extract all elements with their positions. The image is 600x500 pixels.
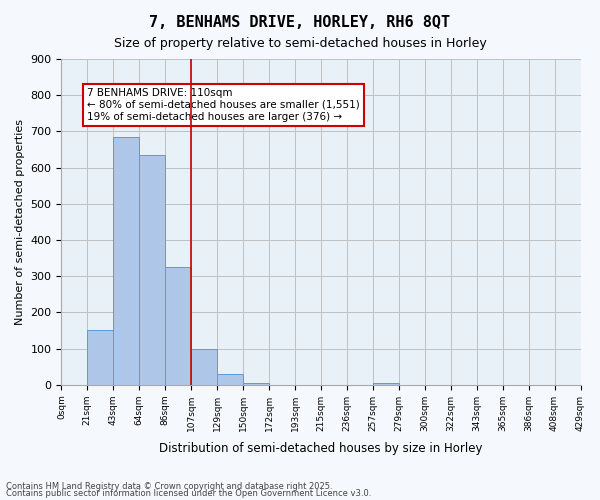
Text: Contains HM Land Registry data © Crown copyright and database right 2025.: Contains HM Land Registry data © Crown c… bbox=[6, 482, 332, 491]
Bar bbox=[243, 383, 269, 385]
Text: 7, BENHAMS DRIVE, HORLEY, RH6 8QT: 7, BENHAMS DRIVE, HORLEY, RH6 8QT bbox=[149, 15, 451, 30]
Bar bbox=[373, 383, 399, 385]
Y-axis label: Number of semi-detached properties: Number of semi-detached properties bbox=[15, 119, 25, 325]
Bar bbox=[113, 137, 139, 385]
Bar bbox=[165, 267, 191, 385]
Bar bbox=[217, 374, 243, 385]
Bar bbox=[191, 348, 217, 385]
X-axis label: Distribution of semi-detached houses by size in Horley: Distribution of semi-detached houses by … bbox=[159, 442, 483, 455]
Bar bbox=[139, 155, 165, 385]
Text: Contains public sector information licensed under the Open Government Licence v3: Contains public sector information licen… bbox=[6, 489, 371, 498]
Text: Size of property relative to semi-detached houses in Horley: Size of property relative to semi-detach… bbox=[113, 38, 487, 51]
Text: 7 BENHAMS DRIVE: 110sqm
← 80% of semi-detached houses are smaller (1,551)
19% of: 7 BENHAMS DRIVE: 110sqm ← 80% of semi-de… bbox=[88, 88, 360, 122]
Bar bbox=[88, 330, 113, 385]
